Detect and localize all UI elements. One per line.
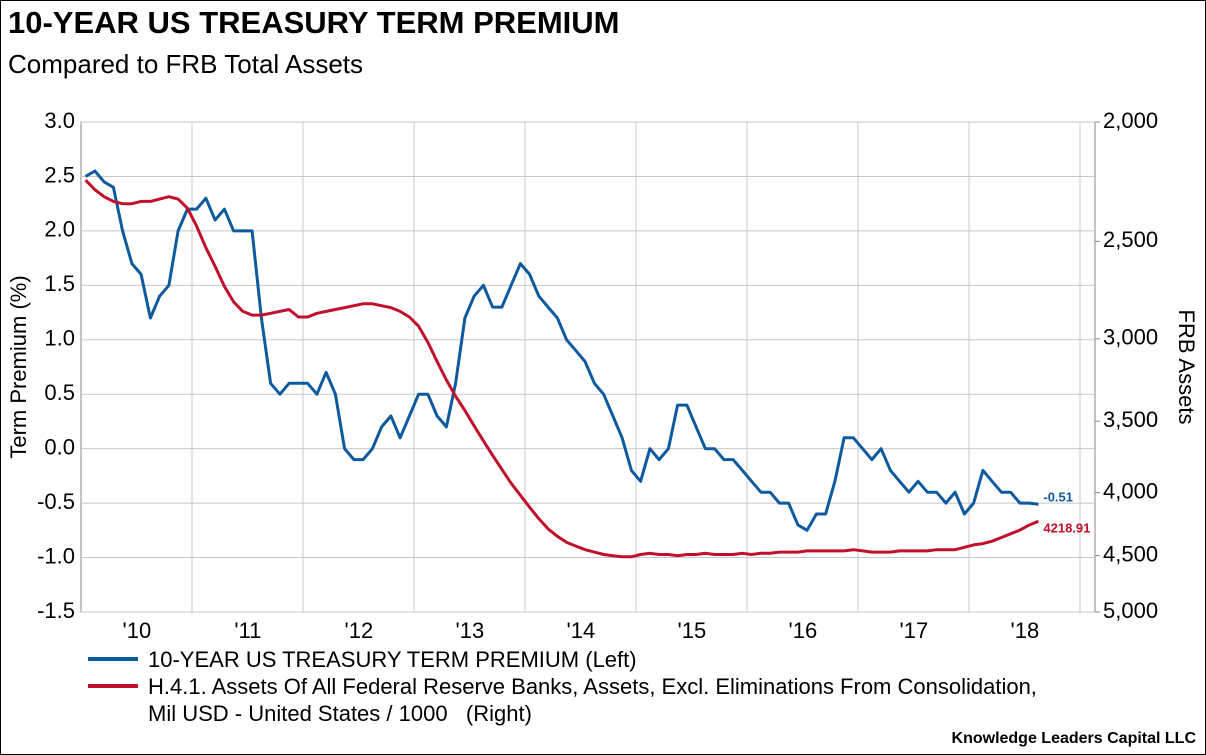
y2-tick-label: 2,500 [1103, 227, 1158, 252]
y2-tick-label: 3,000 [1103, 325, 1158, 350]
chart-title: 10-YEAR US TREASURY TERM PREMIUM [8, 5, 619, 40]
legend: 10-YEAR US TREASURY TERM PREMIUM (Left) H… [88, 646, 1048, 727]
y2-tick-label: 5,000 [1103, 598, 1158, 623]
end-value-label: 4218.91 [1043, 521, 1090, 536]
y-tick-label: 2.0 [44, 217, 75, 242]
legend-swatch [88, 657, 138, 661]
x-tick-label: '18 [1011, 618, 1040, 643]
legend-label: H.4.1. Assets Of All Federal Reserve Ban… [148, 674, 1044, 726]
y2-tick-label: 4,500 [1103, 541, 1158, 566]
y-tick-label: 0.0 [44, 434, 75, 459]
legend-item: 10-YEAR US TREASURY TERM PREMIUM (Left) [88, 646, 1048, 673]
source: Knowledge Leaders Capital LLC [952, 730, 1197, 747]
y2-tick-label: 4,000 [1103, 478, 1158, 503]
y-tick-label: -1.5 [37, 598, 75, 623]
y-tick-label: 3.0 [44, 108, 75, 133]
legend-swatch [88, 684, 138, 688]
legend-item: H.4.1. Assets Of All Federal Reserve Ban… [88, 673, 1048, 727]
x-tick-label: '10 [123, 618, 152, 643]
x-tick-label: '17 [900, 618, 929, 643]
x-tick-label: '14 [567, 618, 596, 643]
x-tick-label: '15 [678, 618, 707, 643]
y2-tick-label: 2,000 [1103, 108, 1158, 133]
y-axis-title: Term Premium (%) [6, 275, 31, 458]
series-line [84, 179, 1039, 559]
y-tick-label: -0.5 [37, 489, 75, 514]
y-tick-label: -1.0 [37, 543, 75, 568]
y-tick-label: 1.5 [44, 271, 75, 296]
x-tick-label: '11 [234, 618, 261, 643]
legend-label: 10-YEAR US TREASURY TERM PREMIUM (Left) [148, 647, 637, 672]
end-value-label: -0.51 [1043, 490, 1073, 505]
y-tick-label: 2.5 [44, 162, 75, 187]
chart-subtitle: Compared to FRB Total Assets [8, 49, 363, 79]
y-tick-label: 0.5 [44, 380, 75, 405]
series-line [84, 169, 1039, 532]
y2-tick-label: 3,500 [1103, 407, 1158, 432]
x-tick-label: '12 [345, 618, 374, 643]
x-tick-label: '13 [456, 618, 485, 643]
y-tick-label: 1.0 [44, 326, 75, 351]
y2-axis-title: FRB Assets [1174, 310, 1199, 425]
x-tick-label: '16 [789, 618, 818, 643]
